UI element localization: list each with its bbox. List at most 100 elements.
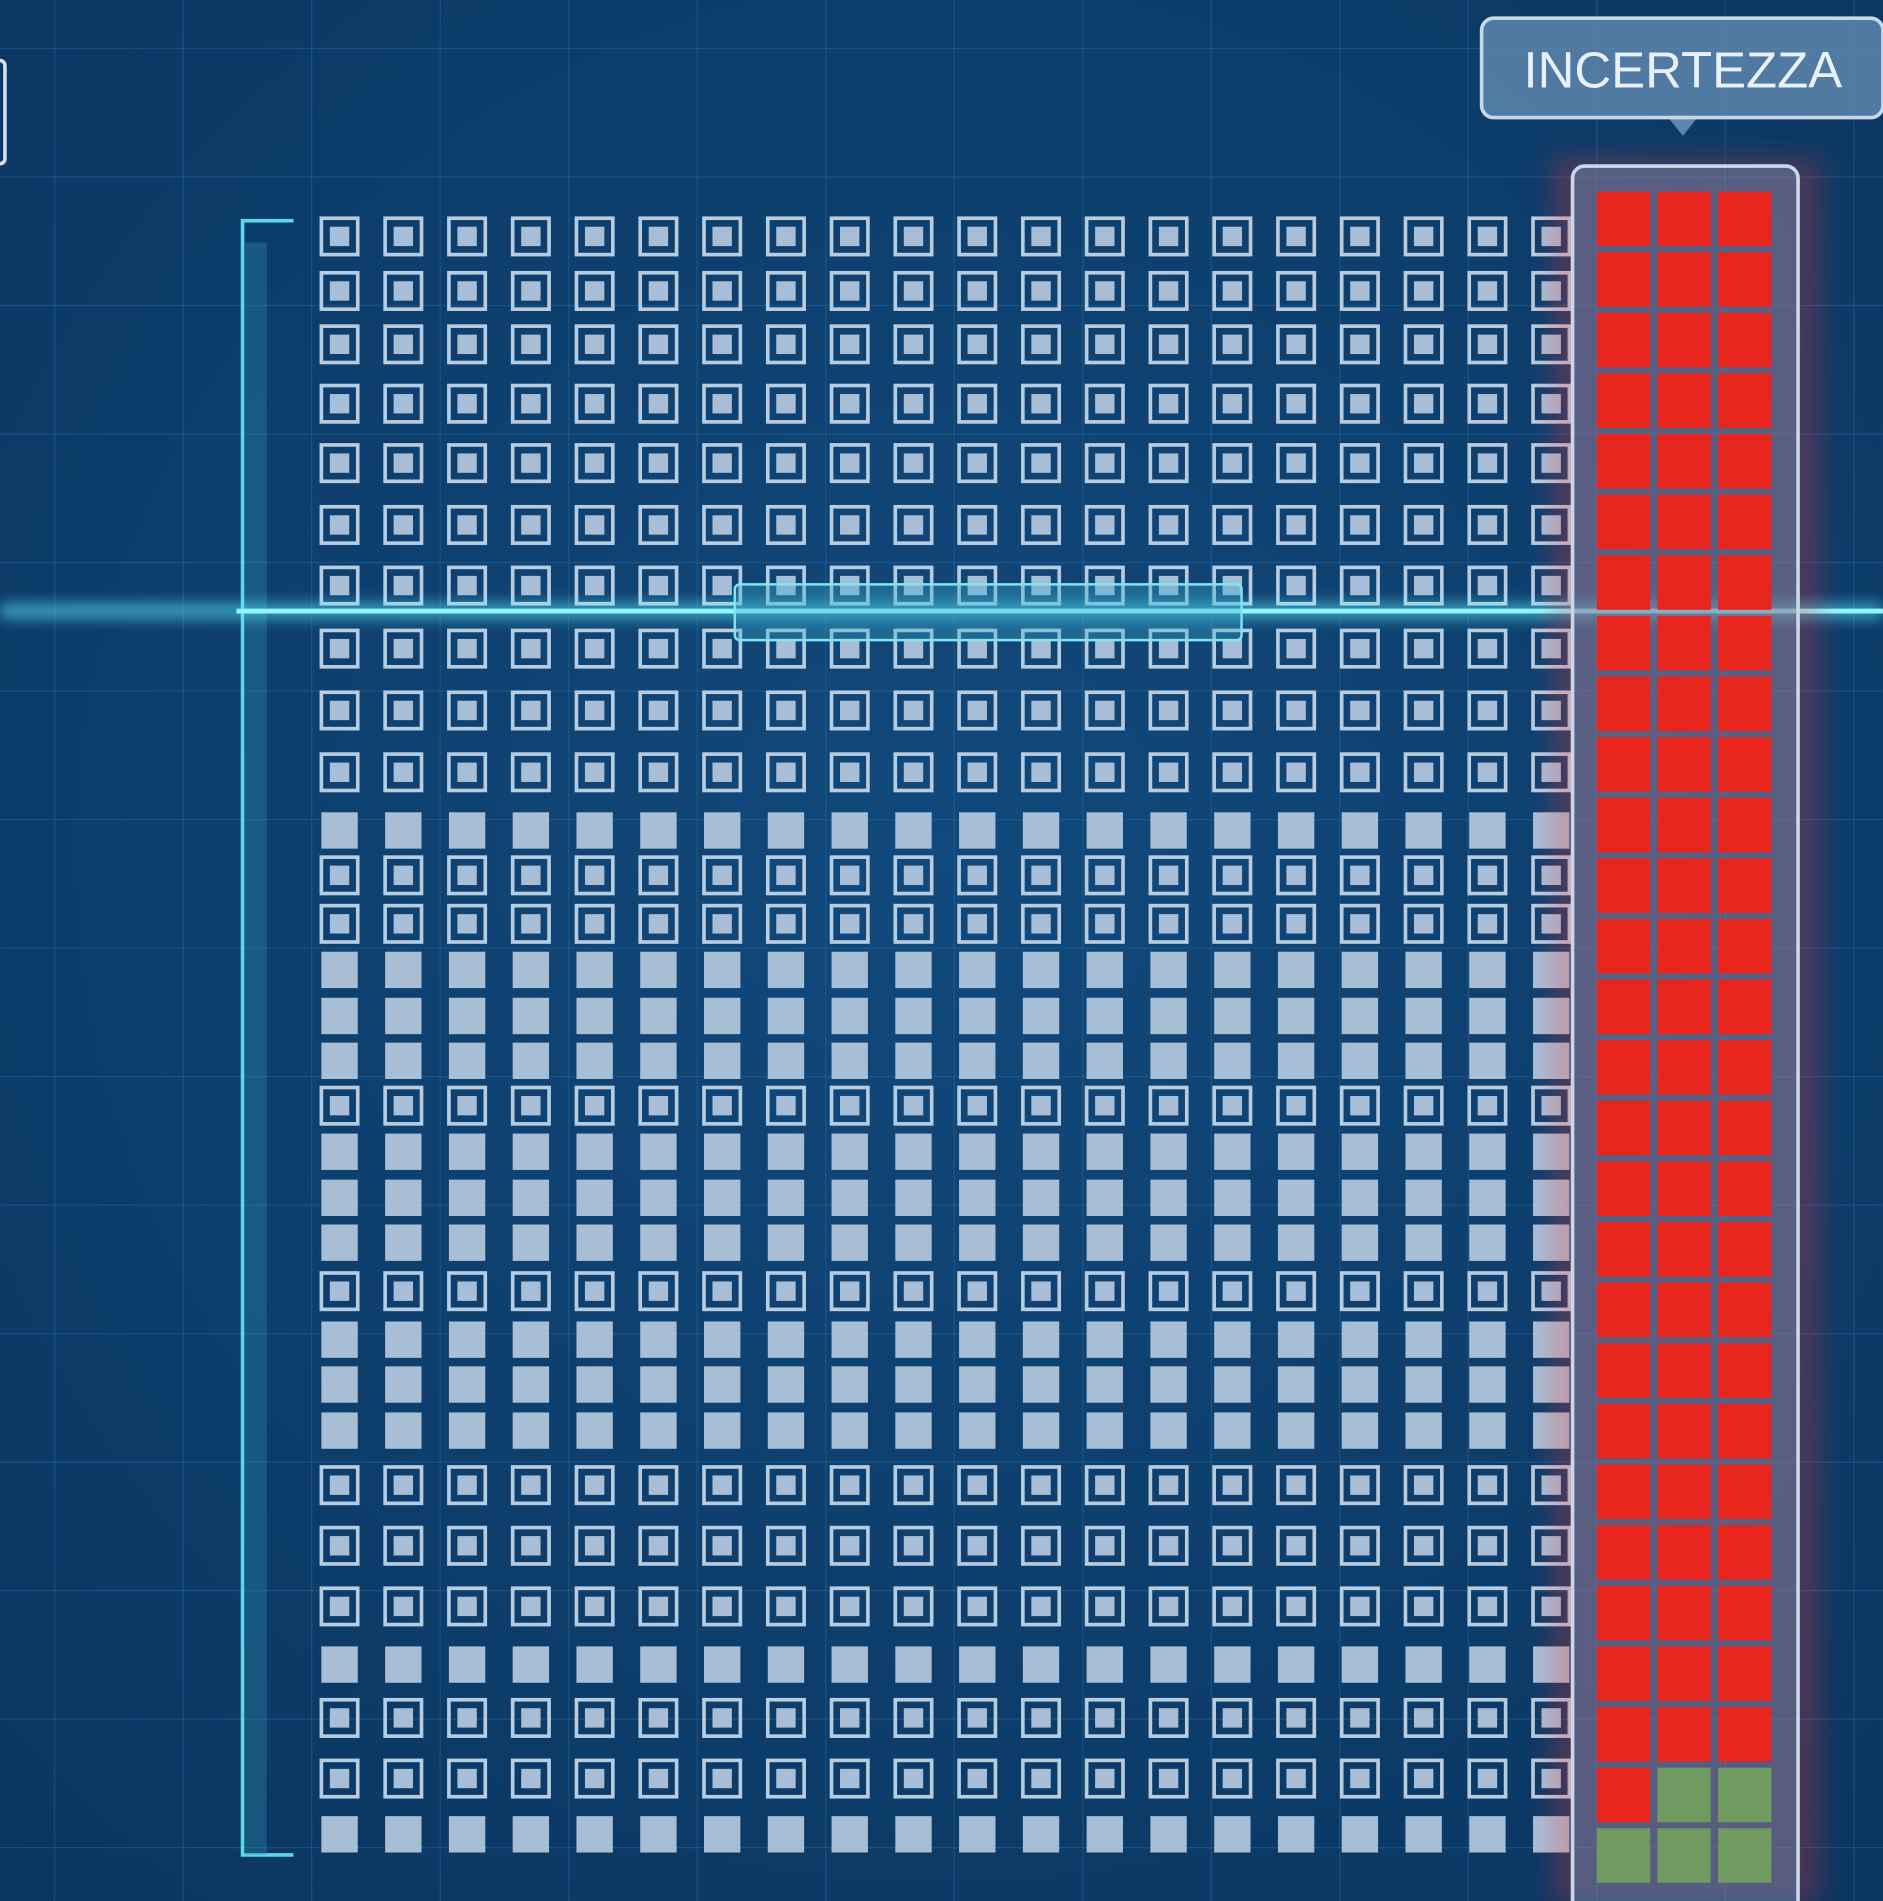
cell-core <box>330 1536 349 1555</box>
cell-core <box>1159 515 1178 534</box>
cell <box>1023 1134 1059 1170</box>
cell-core <box>1031 453 1050 472</box>
cell-core <box>394 763 413 782</box>
red-cell <box>1657 495 1710 550</box>
cell <box>768 1134 804 1170</box>
red-cell <box>1597 677 1650 732</box>
cell-core <box>394 394 413 413</box>
red-cell <box>1597 737 1650 792</box>
cell <box>1469 1412 1505 1448</box>
cell-core <box>1286 576 1305 595</box>
cell-core <box>1031 639 1050 658</box>
cell-core <box>1159 281 1178 300</box>
cell <box>1214 952 1250 988</box>
cell <box>513 1043 549 1079</box>
cell-core <box>904 1597 923 1616</box>
cell <box>321 1224 357 1260</box>
cell <box>1342 1043 1378 1079</box>
cell-core <box>904 1536 923 1555</box>
red-cell <box>1597 252 1650 307</box>
red-cell <box>1597 1707 1650 1762</box>
cell <box>959 1180 995 1216</box>
cell-core <box>330 335 349 354</box>
scene: INCERTEZZA <box>0 0 1883 1901</box>
cell-core <box>1286 866 1305 885</box>
cell <box>1087 812 1123 848</box>
cell <box>513 1646 549 1682</box>
red-cell <box>1718 1465 1771 1520</box>
cell <box>385 1321 421 1357</box>
cell <box>704 1180 740 1216</box>
cell-core <box>394 515 413 534</box>
cell <box>1023 812 1059 848</box>
red-cell <box>1597 1040 1650 1095</box>
cell-core <box>1414 335 1433 354</box>
cell-core <box>840 763 859 782</box>
green-cell <box>1718 1768 1771 1823</box>
cell <box>1469 998 1505 1034</box>
cell-core <box>1031 866 1050 885</box>
red-cell <box>1657 737 1710 792</box>
cell-core <box>712 227 731 246</box>
cell-core <box>649 1597 668 1616</box>
cell-core <box>904 914 923 933</box>
cell-core <box>1031 1708 1050 1727</box>
cell-core <box>968 1597 987 1616</box>
cell <box>1150 1134 1186 1170</box>
cell <box>959 1134 995 1170</box>
red-cell <box>1657 677 1710 732</box>
cell <box>385 998 421 1034</box>
cell-core <box>1478 1536 1497 1555</box>
cell <box>959 1321 995 1357</box>
cell-core <box>649 227 668 246</box>
red-cell <box>1718 1707 1771 1762</box>
cell-core <box>521 1708 540 1727</box>
cell <box>1342 998 1378 1034</box>
cell <box>1278 1646 1314 1682</box>
red-cell <box>1597 798 1650 853</box>
cell <box>1278 1134 1314 1170</box>
cell-core <box>776 227 795 246</box>
cell-core <box>1159 1536 1178 1555</box>
cell <box>1087 1366 1123 1402</box>
cell <box>385 1180 421 1216</box>
cell-core <box>649 515 668 534</box>
cell <box>1278 1816 1314 1852</box>
cell-core <box>1286 639 1305 658</box>
cell <box>1469 952 1505 988</box>
cell <box>576 812 612 848</box>
red-cell <box>1718 1222 1771 1277</box>
cell-core <box>1350 701 1369 720</box>
cell <box>832 998 868 1034</box>
cell-core <box>1286 1597 1305 1616</box>
cell <box>1278 1043 1314 1079</box>
cell-core <box>1095 227 1114 246</box>
cell <box>1087 1180 1123 1216</box>
cell-core <box>1095 281 1114 300</box>
cell <box>1405 1646 1441 1682</box>
cell <box>513 1224 549 1260</box>
cell <box>1023 1412 1059 1448</box>
red-cell <box>1597 1768 1650 1823</box>
cell-core <box>904 335 923 354</box>
cell-core <box>968 701 987 720</box>
cell-core <box>1414 1096 1433 1115</box>
cell-core <box>330 639 349 658</box>
cell <box>768 1366 804 1402</box>
cell-core <box>521 1475 540 1494</box>
red-cell <box>1657 1586 1710 1641</box>
cell <box>1150 1321 1186 1357</box>
cell <box>832 1646 868 1682</box>
cell-core <box>840 335 859 354</box>
cell <box>1023 1816 1059 1852</box>
cell <box>640 1646 676 1682</box>
cell-core <box>1223 639 1242 658</box>
cell-core <box>1414 914 1433 933</box>
cell-core <box>649 1475 668 1494</box>
cell-core <box>1095 1708 1114 1727</box>
red-cell <box>1657 1525 1710 1580</box>
cell-core <box>585 1708 604 1727</box>
cell <box>640 1412 676 1448</box>
cell-core <box>457 515 476 534</box>
cell-core <box>1414 281 1433 300</box>
